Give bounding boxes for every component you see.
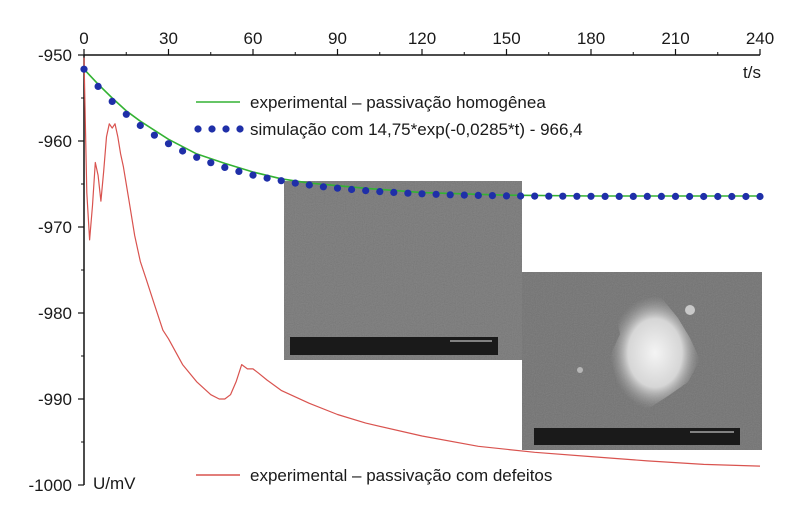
x-tick-label: 240 [746, 29, 774, 48]
legend-label-homogeneous: experimental – passivação homogênea [250, 93, 546, 112]
y-axis-title: U/mV [93, 474, 136, 493]
y-tick-label: -1000 [29, 476, 72, 495]
simulation-point [615, 192, 623, 200]
simulation-point [728, 192, 736, 201]
simulation-point [80, 65, 88, 73]
simulation-point [686, 192, 694, 201]
simulation-point [671, 192, 680, 200]
legend-label-simulation: simulação com 14,75*exp(-0,0285*t) - 966… [250, 120, 583, 139]
simulation-point [235, 167, 243, 175]
simulation-point [629, 192, 637, 200]
simulation-point [193, 153, 201, 161]
x-ticks: 0 30 60 90 120 150 180 210 240 [79, 29, 774, 55]
y-ticks: -950 -960 -970 -980 -990 -1000 [29, 46, 84, 495]
simulation-point [756, 192, 764, 201]
simulation-point [150, 131, 158, 139]
x-tick-label: 210 [661, 29, 689, 48]
simulation-point [122, 110, 130, 118]
simulation-point [432, 190, 440, 198]
legend-label-defects: experimental – passivação com defeitos [250, 466, 552, 485]
simulation-point [348, 185, 356, 194]
x-tick-label: 60 [244, 29, 263, 48]
sem-image-defects-scalebar [534, 428, 740, 445]
x-tick-label: 120 [408, 29, 436, 48]
simulation-point [291, 179, 299, 187]
x-tick-label: 30 [159, 29, 178, 48]
y-tick-label: -970 [38, 218, 72, 237]
x-tick-label: 0 [79, 29, 88, 48]
simulation-point [418, 190, 426, 198]
simulation-point [446, 191, 454, 199]
simulation-point [488, 192, 496, 200]
simulation-point [573, 192, 581, 200]
simulation-point [179, 147, 187, 155]
simulation-point [94, 82, 102, 90]
sem-image-defects [522, 272, 762, 450]
x-tick-label: 150 [492, 29, 520, 48]
simulation-point [531, 192, 539, 200]
simulation-point [108, 97, 116, 105]
series-layer [80, 57, 764, 467]
simulation-point [545, 192, 553, 200]
simulation-point [221, 163, 229, 171]
simulation-point [362, 187, 370, 195]
simulation-point [460, 191, 468, 199]
simulation-point [263, 174, 271, 182]
simulation-point [587, 192, 595, 200]
simulation-point [559, 192, 567, 200]
simulation-point [502, 192, 511, 200]
simulation-point [207, 159, 215, 167]
series-line-defects [83, 57, 761, 467]
sem-image-defect-flake [610, 296, 700, 410]
y-tick-label: -960 [38, 132, 72, 151]
simulation-point [601, 192, 609, 200]
y-tick-label: -990 [38, 390, 72, 409]
simulation-point [657, 192, 666, 200]
x-tick-label: 90 [328, 29, 347, 48]
simulation-point [474, 191, 482, 199]
simulation-point [277, 177, 285, 185]
y-tick-label: -980 [38, 304, 72, 323]
simulation-point [136, 121, 144, 130]
simulation-point [700, 192, 708, 201]
simulation-point [333, 184, 342, 192]
simulation-point [643, 192, 651, 200]
x-tick-label: 180 [577, 29, 605, 48]
simulation-point [249, 171, 257, 179]
simulation-point [517, 192, 525, 200]
simulation-point [390, 188, 398, 196]
legend: experimental – passivação homogênea simu… [194, 93, 583, 485]
y-tick-label: -950 [38, 46, 72, 65]
simulation-point [742, 192, 750, 201]
legend-swatch-simulation [194, 125, 244, 133]
simulation-point [714, 192, 722, 201]
simulation-point [376, 188, 384, 196]
simulation-point [319, 183, 327, 191]
sem-image-homogeneous-scalebar [290, 337, 498, 355]
sem-image-homogeneous [284, 181, 522, 360]
simulation-point [164, 140, 173, 148]
simulation-point [404, 189, 412, 197]
x-axis-title: t/s [743, 63, 761, 82]
simulation-point [305, 181, 313, 189]
